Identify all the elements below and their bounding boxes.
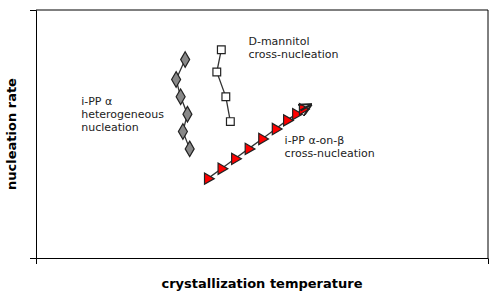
- series-line: [176, 60, 190, 149]
- point: [172, 72, 181, 88]
- x-axis-title: crystallization temperature: [162, 276, 363, 291]
- y-axis: [30, 11, 37, 259]
- plot: i-PP αheterogeneousnucleation D-mannitolc…: [30, 10, 489, 264]
- x-axis: [37, 259, 489, 265]
- point: [222, 93, 230, 101]
- marks: [172, 46, 311, 184]
- point: [213, 68, 221, 76]
- annotations: i-PP αheterogeneousnucleation D-mannitolc…: [81, 35, 375, 160]
- series-line: [217, 50, 231, 122]
- point: [259, 133, 269, 144]
- annotation: D-mannitolcross-nucleation: [248, 35, 338, 61]
- point: [205, 173, 215, 184]
- point: [245, 143, 255, 154]
- annotation: i-PP α-on-βcross-nucleation: [285, 134, 375, 160]
- frame-line: [36, 10, 488, 11]
- point: [217, 46, 225, 54]
- point: [226, 118, 234, 126]
- point: [183, 106, 192, 122]
- point: [181, 52, 190, 68]
- axis-line: [37, 259, 489, 265]
- point: [176, 89, 185, 105]
- frame-line: [488, 10, 489, 258]
- point: [284, 115, 294, 126]
- annotation: i-PP αheterogeneousnucleation: [81, 95, 164, 134]
- chart: i-PP αheterogeneousnucleation D-mannitolc…: [0, 0, 500, 298]
- point: [218, 163, 228, 174]
- axis-line: [30, 11, 37, 259]
- y-axis-title: nucleation rate: [4, 78, 19, 190]
- point: [272, 123, 282, 134]
- arrow: [300, 105, 310, 111]
- point: [185, 141, 194, 157]
- point: [232, 153, 242, 164]
- point: [178, 124, 187, 140]
